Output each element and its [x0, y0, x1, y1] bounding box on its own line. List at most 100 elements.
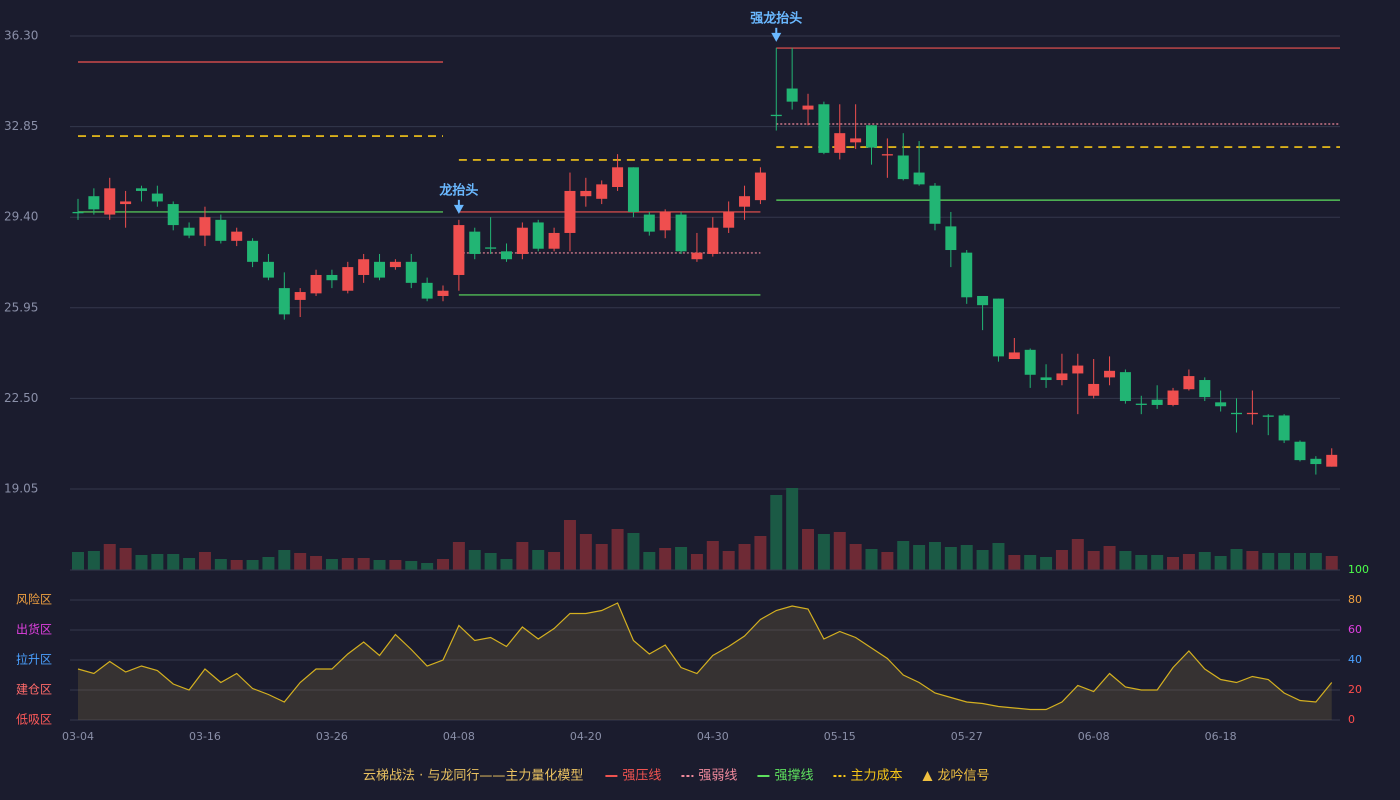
volume-bar — [1214, 556, 1227, 570]
zone-label: 建仓区 — [16, 683, 52, 697]
volume-bar — [706, 541, 719, 570]
candle-body — [659, 211, 671, 231]
legend-swatch — [922, 771, 933, 781]
candle-body — [881, 154, 893, 156]
y-tick-label: 19.05 — [4, 482, 38, 496]
volume-bar — [1024, 555, 1037, 570]
candle-body — [516, 227, 528, 254]
candle-body — [723, 211, 735, 228]
volume-bar — [262, 557, 275, 570]
volume-bar — [611, 529, 624, 570]
signal-arrow — [453, 204, 464, 214]
volume-bar — [1135, 555, 1148, 570]
volume-bar — [230, 560, 243, 570]
zone-label: 低吸区 — [16, 713, 52, 727]
y-tick-label: 32.85 — [4, 119, 38, 133]
volume-bar — [1119, 551, 1132, 570]
candle-body — [358, 259, 370, 275]
candle-body — [1183, 376, 1195, 390]
volume-bar — [1071, 539, 1084, 570]
candle-body — [945, 226, 957, 251]
candle-body — [913, 172, 925, 185]
candle-body — [1167, 390, 1179, 405]
volume-bar — [357, 558, 370, 570]
x-tick-label: 03-16 — [189, 730, 221, 743]
candle-body — [1056, 373, 1068, 381]
candle-body — [231, 231, 243, 241]
candle-body — [850, 138, 862, 143]
candle-body — [453, 225, 465, 275]
y-tick-label: 80 — [1348, 593, 1362, 606]
x-tick-label: 04-08 — [443, 730, 475, 743]
candle-body — [1215, 402, 1227, 407]
candle-body — [1024, 349, 1036, 375]
candle-body — [199, 217, 211, 236]
candle-body — [294, 292, 306, 300]
candle-body — [1040, 377, 1052, 381]
volume-bar — [690, 554, 703, 570]
candle-body — [1151, 399, 1163, 405]
candle-body — [580, 190, 592, 197]
x-tick-label: 03-26 — [316, 730, 348, 743]
candle-body — [389, 261, 401, 268]
x-tick-label: 06-08 — [1078, 730, 1110, 743]
y-tick-label: 22.50 — [4, 391, 38, 405]
volume-bar — [1151, 555, 1164, 570]
candle-body — [135, 188, 147, 191]
candle-body — [247, 240, 259, 262]
volume-bar — [1230, 549, 1243, 570]
y-tick-label: 40 — [1348, 653, 1362, 666]
volume-bar — [405, 561, 418, 570]
candle-body — [500, 251, 512, 260]
x-tick-label: 03-04 — [62, 730, 94, 743]
candle-body — [1135, 403, 1147, 405]
volume-bar — [310, 556, 323, 570]
volume-bar — [1008, 555, 1021, 570]
candle-body — [421, 282, 433, 299]
candle-body — [104, 188, 116, 215]
candle-body — [564, 190, 576, 233]
volume-bar — [341, 558, 354, 570]
candle-body — [374, 261, 386, 278]
volume-bar — [944, 547, 957, 570]
candle-body — [151, 193, 163, 202]
volume-bar — [865, 549, 878, 570]
legend-label: 主力成本 — [850, 769, 902, 784]
zone-label: 风险区 — [16, 592, 52, 607]
volume-bar — [1325, 556, 1338, 570]
candle-body — [326, 274, 338, 281]
candle-body — [262, 261, 274, 278]
candle-body — [120, 201, 132, 205]
volume-bar — [294, 553, 307, 570]
legend-label: 龙吟信号 — [937, 768, 989, 784]
volume-bar — [1278, 553, 1291, 570]
zone-label: 拉升区 — [16, 652, 52, 667]
volume-bar — [563, 520, 576, 570]
volume-bar — [675, 547, 688, 570]
candle-body — [612, 167, 624, 187]
candle-body — [310, 274, 322, 294]
candle-body — [88, 196, 100, 210]
candle-body — [1119, 372, 1131, 402]
volume-bar — [817, 534, 830, 570]
x-tick-label: 05-15 — [824, 730, 856, 743]
volume-bar — [1167, 557, 1180, 570]
candle-body — [1199, 380, 1211, 398]
volume-bar — [1262, 553, 1275, 570]
volume-bar — [1198, 552, 1211, 570]
volume-bar — [214, 559, 227, 570]
candle-body — [707, 227, 719, 254]
candle-body — [405, 261, 417, 283]
volume-bar — [87, 551, 100, 570]
line — [77, 602, 1333, 711]
volume-bar — [516, 542, 529, 570]
volume-bar — [992, 543, 1005, 570]
candle-body — [1072, 365, 1084, 374]
volume-bar — [452, 542, 465, 570]
volume-bar — [579, 534, 592, 570]
x-tick-label: 05-27 — [951, 730, 983, 743]
volume-bar — [468, 550, 481, 570]
volume-bar — [437, 559, 450, 570]
y-tick-label: 20 — [1348, 683, 1362, 696]
